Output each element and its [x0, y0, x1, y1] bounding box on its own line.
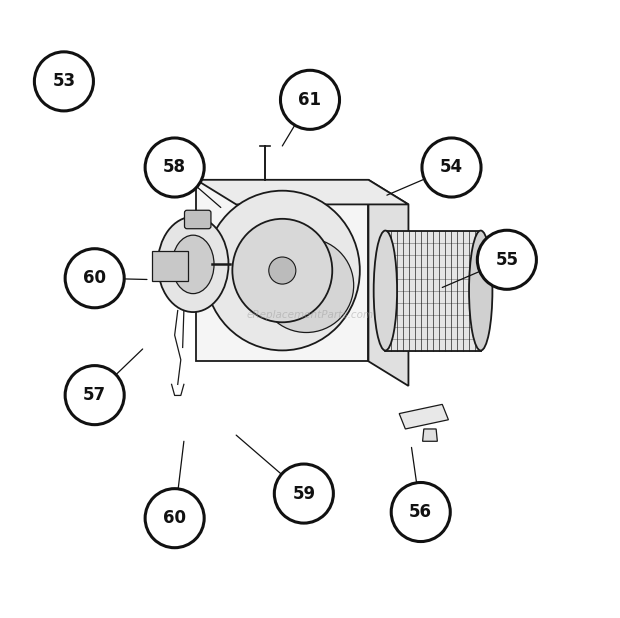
- Ellipse shape: [205, 191, 360, 350]
- Ellipse shape: [232, 219, 332, 322]
- Text: 61: 61: [298, 91, 322, 109]
- Text: 53: 53: [52, 72, 76, 90]
- Ellipse shape: [469, 231, 492, 350]
- Circle shape: [65, 366, 124, 425]
- Polygon shape: [196, 180, 409, 205]
- Polygon shape: [399, 404, 448, 429]
- Circle shape: [145, 138, 204, 197]
- Ellipse shape: [374, 231, 397, 350]
- Text: 60: 60: [163, 509, 186, 527]
- Circle shape: [422, 138, 481, 197]
- Circle shape: [274, 464, 334, 523]
- Ellipse shape: [157, 217, 229, 312]
- FancyBboxPatch shape: [185, 210, 211, 229]
- Polygon shape: [196, 180, 368, 362]
- Text: 57: 57: [83, 386, 106, 404]
- Ellipse shape: [172, 235, 214, 294]
- Circle shape: [280, 70, 340, 129]
- Text: 54: 54: [440, 158, 463, 177]
- Polygon shape: [368, 180, 409, 386]
- Polygon shape: [386, 231, 480, 350]
- Text: 56: 56: [409, 503, 432, 521]
- Text: 59: 59: [292, 485, 316, 502]
- Circle shape: [145, 489, 204, 548]
- Text: 58: 58: [163, 158, 186, 177]
- Text: 60: 60: [83, 269, 106, 287]
- Text: 55: 55: [495, 251, 518, 269]
- Circle shape: [269, 257, 296, 284]
- Ellipse shape: [259, 238, 353, 332]
- Text: eReplacementParts.com: eReplacementParts.com: [246, 310, 374, 320]
- FancyBboxPatch shape: [152, 251, 188, 281]
- Circle shape: [477, 231, 536, 289]
- Polygon shape: [423, 429, 437, 441]
- Circle shape: [34, 52, 94, 111]
- Circle shape: [391, 483, 450, 541]
- Circle shape: [65, 248, 124, 308]
